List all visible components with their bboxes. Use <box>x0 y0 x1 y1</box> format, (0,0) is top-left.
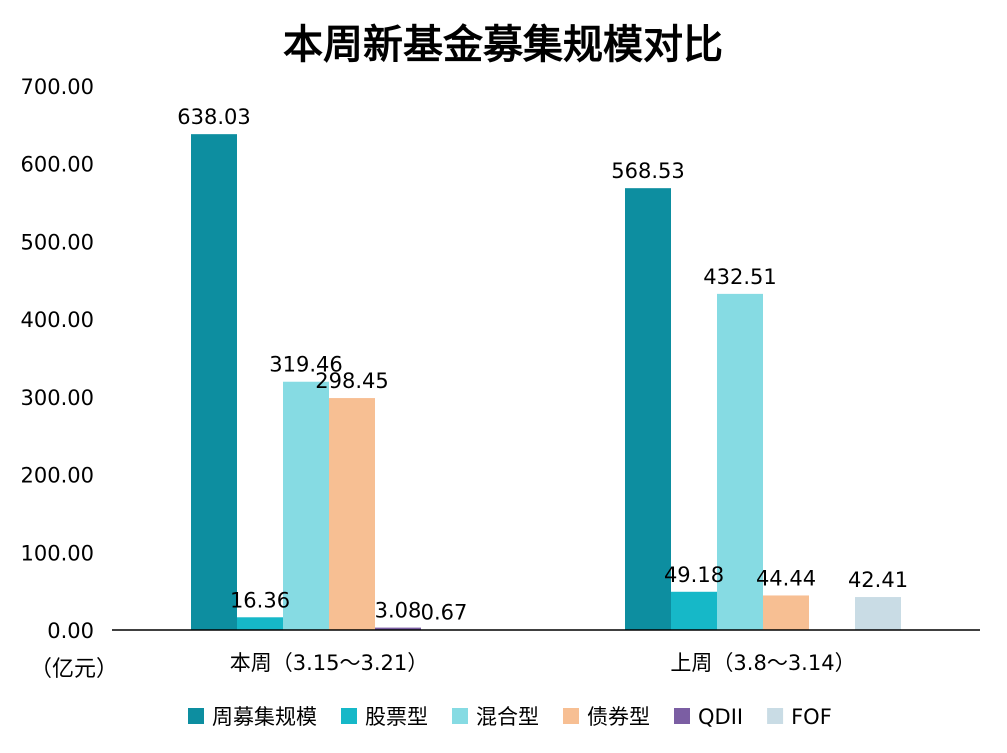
bar <box>375 627 421 630</box>
y-tick-label: 0.00 <box>47 619 94 643</box>
bar <box>671 591 717 630</box>
bar <box>191 134 237 630</box>
x-category-label: 本周（3.15～3.21） <box>230 651 429 675</box>
legend-swatch <box>563 708 579 724</box>
y-tick-label: 600.00 <box>21 153 94 177</box>
legend-swatch <box>674 708 690 724</box>
legend-label: 债券型 <box>587 705 650 729</box>
legend-label: QDII <box>698 705 743 729</box>
bar <box>283 381 329 630</box>
y-tick-label: 100.00 <box>21 541 94 565</box>
data-label: 319.46 <box>269 353 342 377</box>
y-tick-label: 200.00 <box>21 464 94 488</box>
data-label: 3.08 <box>375 599 422 623</box>
data-label: 16.36 <box>230 588 290 612</box>
y-tick-label: 700.00 <box>21 75 94 99</box>
bar <box>717 293 763 630</box>
data-label: 432.51 <box>703 265 776 289</box>
data-label: 298.45 <box>315 369 388 393</box>
chart-title: 本周新基金募集规模对比 <box>283 22 723 68</box>
y-tick-label: 500.00 <box>21 230 94 254</box>
legend-swatch <box>452 708 468 724</box>
bar <box>855 597 901 630</box>
bar <box>329 398 375 630</box>
data-label: 44.44 <box>756 566 816 590</box>
y-tick-label: 300.00 <box>21 386 94 410</box>
bar <box>763 595 809 630</box>
bars <box>191 134 901 631</box>
legend-swatch <box>341 708 357 724</box>
x-axis: 本周（3.15～3.21） 上周（3.8～3.14） <box>112 629 980 675</box>
data-label: 638.03 <box>177 105 250 129</box>
legend-label: 周募集规模 <box>212 705 317 729</box>
bar <box>625 188 671 631</box>
data-label: 42.41 <box>848 568 908 592</box>
x-category-label: 上周（3.8～3.14） <box>670 651 855 675</box>
legend-label: 混合型 <box>476 705 539 729</box>
y-axis-unit-label: （亿元） <box>30 657 118 682</box>
data-label: 49.18 <box>664 563 724 587</box>
legend-label: 股票型 <box>365 705 428 729</box>
y-tick-label: 400.00 <box>21 308 94 332</box>
legend-swatch <box>188 708 204 724</box>
data-label: 568.53 <box>611 159 684 183</box>
legend-label: FOF <box>791 705 832 729</box>
legend: 周募集规模 股票型 混合型 债券型 QDII FOF <box>188 705 832 729</box>
y-axis: 0.00 100.00 200.00 300.00 400.00 500.00 600.00… <box>21 75 94 643</box>
bar <box>237 617 283 630</box>
legend-swatch <box>767 708 784 724</box>
data-label: 0.67 <box>421 600 468 624</box>
